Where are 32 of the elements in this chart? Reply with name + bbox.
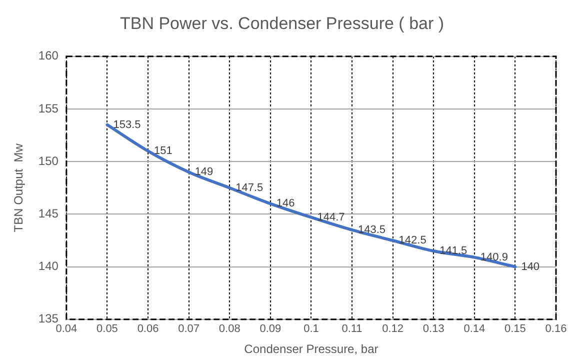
data-label: 147.5 bbox=[236, 182, 264, 194]
x-tick-label: 0.1 bbox=[304, 323, 319, 336]
data-label: 151 bbox=[154, 145, 172, 158]
y-tick-label: 150 bbox=[38, 154, 59, 168]
data-label: 153.5 bbox=[113, 118, 141, 131]
data-label: 143.5 bbox=[358, 224, 386, 236]
x-tick-label: 0.08 bbox=[218, 323, 240, 336]
data-label: 140 bbox=[521, 260, 540, 273]
data-label: 149 bbox=[194, 166, 214, 178]
x-tick-label: 0.04 bbox=[56, 323, 78, 336]
y-axis-title: TBN Output Mw bbox=[12, 143, 26, 232]
y-tick-label: 140 bbox=[38, 259, 59, 274]
data-label: 142.5 bbox=[398, 234, 426, 247]
x-tick-label: 0.07 bbox=[178, 323, 200, 336]
data-label: 140.9 bbox=[480, 251, 508, 264]
x-tick-label: 0.15 bbox=[504, 323, 526, 336]
x-tick-label: 0.11 bbox=[342, 323, 362, 336]
x-tick-label: 0.09 bbox=[260, 323, 282, 336]
y-tick-label: 145 bbox=[38, 206, 59, 221]
x-tick-label: 0.06 bbox=[137, 323, 159, 336]
data-label: 144.7 bbox=[317, 211, 345, 224]
chart-title: TBN Power vs. Condenser Pressure ( bar ) bbox=[120, 14, 444, 33]
y-tick-label: 135 bbox=[38, 312, 59, 326]
y-tick-label: 160 bbox=[38, 48, 59, 63]
x-tick-label: 0.05 bbox=[96, 323, 118, 336]
x-tick-label: 0.14 bbox=[464, 323, 486, 336]
data-label: 146 bbox=[276, 198, 295, 210]
x-tick-label: 0.13 bbox=[422, 323, 444, 336]
x-axis-title: Condenser Pressure, bar bbox=[244, 342, 378, 356]
y-tick-label: 155 bbox=[38, 101, 59, 116]
x-tick-label: 0.12 bbox=[382, 323, 404, 336]
x-tick-label: 0.16 bbox=[545, 323, 567, 336]
